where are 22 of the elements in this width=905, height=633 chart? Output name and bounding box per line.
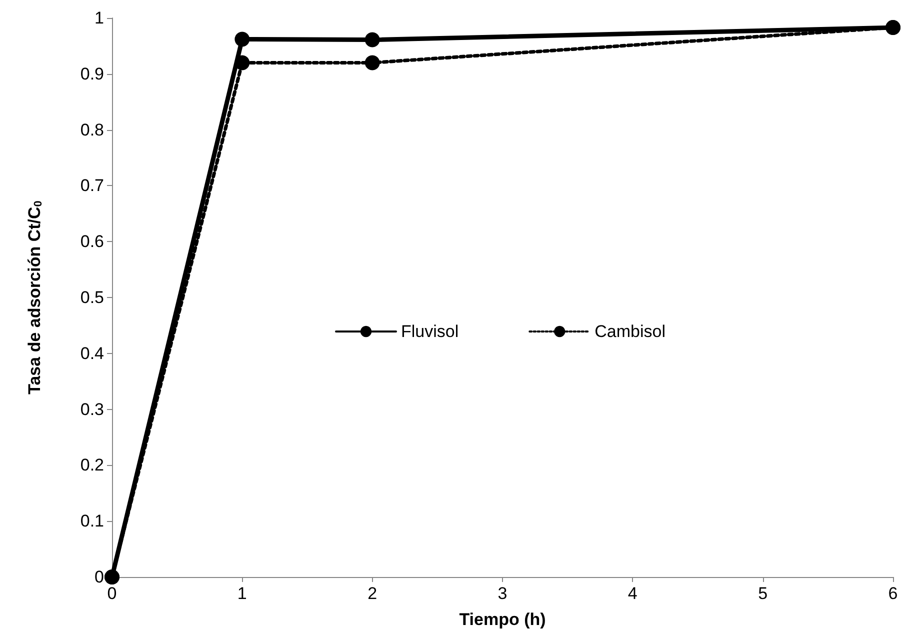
y-tick-label: 0.8 (80, 120, 104, 140)
legend-label: Fluvisol (401, 322, 459, 341)
y-tick-label: 0.7 (80, 176, 104, 196)
y-tick-label: 0.1 (80, 512, 104, 531)
y-tick-label: 0.2 (80, 456, 104, 475)
x-tick-label: 1 (237, 584, 247, 603)
x-tick-label: 2 (368, 584, 378, 603)
y-axis-title: Tasa de adsorción Ct/C0 (25, 200, 44, 394)
y-tick-label: 1 (94, 8, 104, 28)
x-tick-label: 4 (628, 584, 638, 603)
y-tick-label: 0.5 (80, 288, 104, 307)
y-tick-label: 0 (94, 568, 104, 586)
y-tick-label: 0.4 (80, 344, 104, 363)
x-tick-label: 5 (758, 584, 768, 603)
y-tick-label: 0.6 (80, 232, 104, 252)
legend-label: Cambisol (594, 322, 666, 341)
x-tick-label: 3 (498, 584, 508, 603)
x-tick-label: 6 (888, 584, 898, 603)
x-axis-title: Tiempo (h) (459, 610, 546, 629)
x-tick-label: 0 (107, 584, 117, 603)
y-tick-label: 0.9 (80, 64, 104, 84)
y-tick-label: 0.3 (80, 400, 104, 419)
